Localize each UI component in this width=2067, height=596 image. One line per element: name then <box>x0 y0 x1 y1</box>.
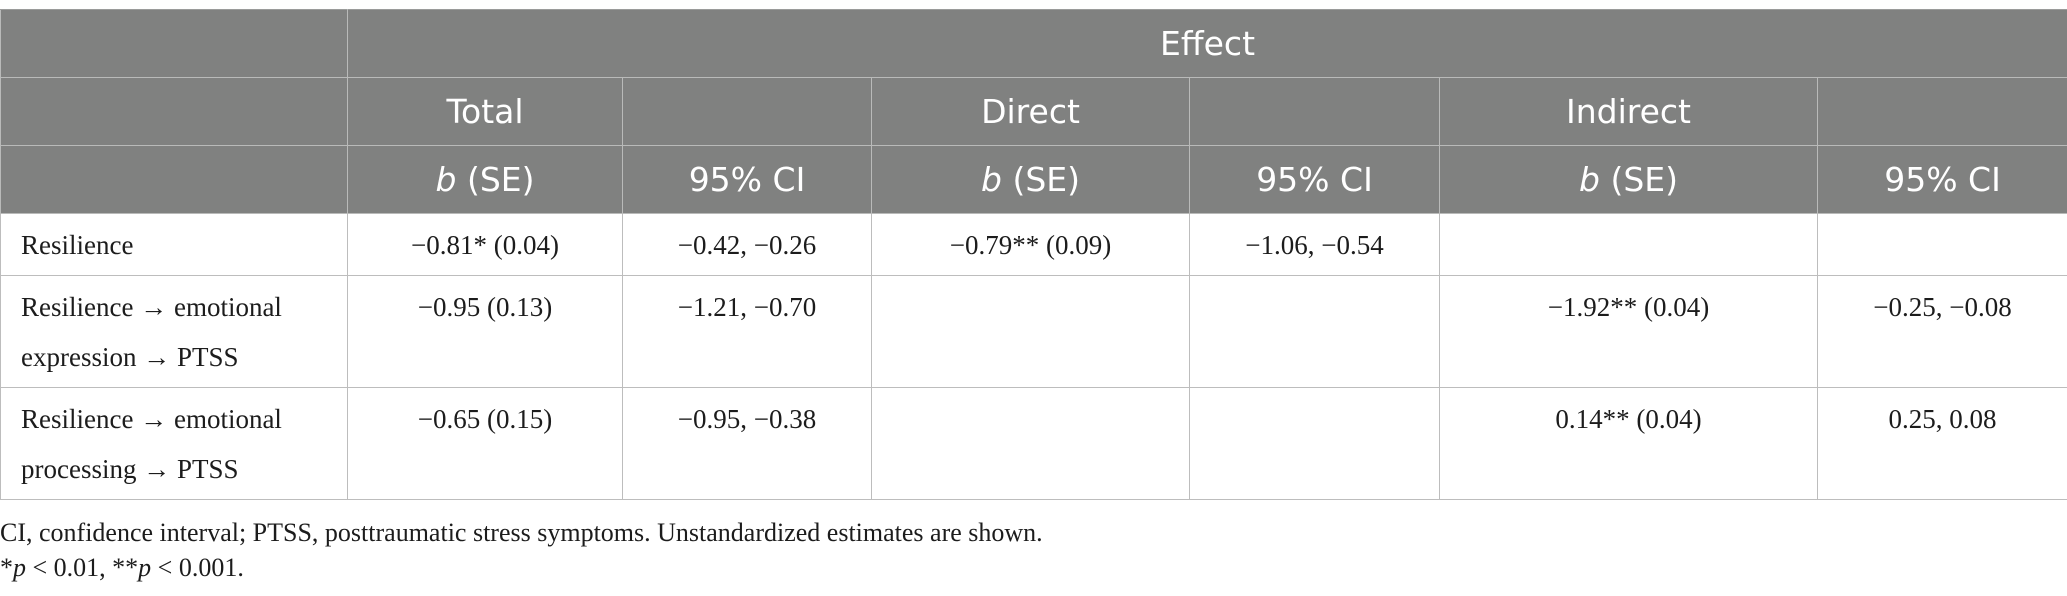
cell-total-b: −0.95 (0.13) <box>347 275 623 388</box>
row-label-line1: Resilience → emotional <box>21 292 282 322</box>
se-suffix: (SE) <box>456 160 535 199</box>
cell-direct-ci <box>1189 275 1440 388</box>
cell-direct-ci: −1.06, −0.54 <box>1189 213 1440 276</box>
results-table-container: Effect Total Direct Indirect b (SE) 95% … <box>0 9 2067 500</box>
header-direct-ci: 95% CI <box>1189 145 1440 214</box>
header-effect: Effect <box>346 9 2067 78</box>
cell-indirect-ci <box>1816 213 2067 276</box>
se-suffix: (SE) <box>1599 160 1678 199</box>
cell-indirect-b: 0.14** (0.04) <box>1439 387 1818 500</box>
header-corner-cell <box>0 145 348 214</box>
header-indirect-ci: 95% CI <box>1816 145 2067 214</box>
footnote-threshold-1: < 0.01, ** <box>26 553 139 582</box>
row-label: Resilience → emotional expression → PTSS <box>0 275 348 388</box>
table-row: Resilience −0.81* (0.04) −0.42, −0.26 −0… <box>0 213 2067 276</box>
b-symbol: b <box>1579 160 1600 199</box>
cell-indirect-ci: −0.25, −0.08 <box>1816 275 2067 388</box>
table-footnotes: CI, confidence interval; PTSS, posttraum… <box>0 515 1043 585</box>
footnote-threshold-2: < 0.001. <box>151 553 244 582</box>
table-row: Resilience → emotional processing → PTSS … <box>0 387 2067 500</box>
se-suffix: (SE) <box>1001 160 1080 199</box>
row-label-line2: processing → PTSS <box>21 454 239 484</box>
cell-total-ci: −0.95, −0.38 <box>622 387 872 500</box>
footnote-star: * <box>0 553 13 582</box>
header-total-ci: 95% CI <box>622 145 872 214</box>
header-direct-b-se: b (SE) <box>871 145 1190 214</box>
table-row: Resilience → emotional expression → PTSS … <box>0 275 2067 388</box>
cell-indirect-b <box>1439 213 1818 276</box>
cell-total-b: −0.65 (0.15) <box>347 387 623 500</box>
cell-total-ci: −1.21, −0.70 <box>622 275 872 388</box>
cell-indirect-ci: 0.25, 0.08 <box>1816 387 2067 500</box>
cell-direct-b <box>871 275 1190 388</box>
header-indirect: Indirect <box>1439 77 1818 146</box>
header-blank-cell <box>1189 77 1440 146</box>
cell-direct-b: −0.79** (0.09) <box>871 213 1190 276</box>
footnote-abbreviations: CI, confidence interval; PTSS, posttraum… <box>0 518 1043 547</box>
header-corner-cell <box>0 9 348 78</box>
row-label-line2: expression → PTSS <box>21 342 239 372</box>
effects-table: Effect Total Direct Indirect b (SE) 95% … <box>0 9 2067 500</box>
table-body: Resilience −0.81* (0.04) −0.42, −0.26 −0… <box>0 213 2067 500</box>
footnote-significance: *p < 0.01, **p < 0.001. <box>0 550 1043 585</box>
cell-total-ci: −0.42, −0.26 <box>622 213 872 276</box>
row-label-line1: Resilience <box>21 230 134 260</box>
b-symbol: b <box>981 160 1002 199</box>
p-symbol: p <box>13 553 26 582</box>
cell-indirect-b: −1.92** (0.04) <box>1439 275 1818 388</box>
header-total: Total <box>347 77 623 146</box>
cell-direct-b <box>871 387 1190 500</box>
header-blank-cell <box>622 77 872 146</box>
header-total-b-se: b (SE) <box>347 145 623 214</box>
row-label: Resilience → emotional processing → PTSS <box>0 387 348 500</box>
b-symbol: b <box>435 160 457 199</box>
cell-direct-ci <box>1189 387 1440 500</box>
header-corner-cell <box>0 77 348 146</box>
header-direct: Direct <box>871 77 1190 146</box>
header-blank-cell <box>1816 77 2067 146</box>
table-header: Effect Total Direct Indirect b (SE) 95% … <box>0 9 2067 214</box>
cell-total-b: −0.81* (0.04) <box>347 213 623 276</box>
row-label-line1: Resilience → emotional <box>21 404 282 434</box>
header-indirect-b-se: b (SE) <box>1439 145 1818 214</box>
row-label: Resilience <box>0 213 348 276</box>
p-symbol: p <box>138 553 152 582</box>
